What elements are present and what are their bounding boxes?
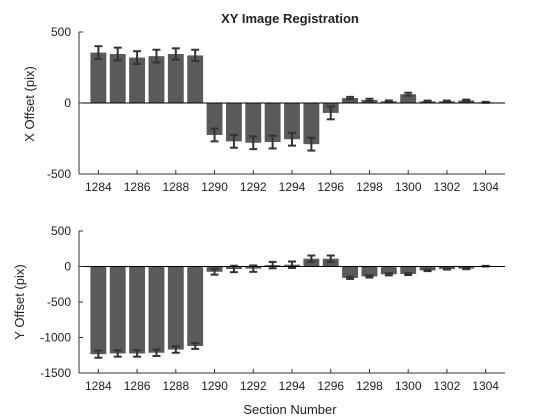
- error-bar-1295: [307, 254, 316, 263]
- x-tick-label: 1284: [85, 379, 112, 393]
- error-bar-1287: [152, 48, 161, 64]
- bar-1300: [400, 266, 417, 274]
- x-tick-label: 1290: [201, 180, 228, 194]
- error-bar-1300: [404, 91, 413, 97]
- x-tick-label: 1296: [317, 379, 344, 393]
- x-tick-label: 1300: [395, 180, 422, 194]
- error-bar-1285: [113, 349, 122, 358]
- bar-1284: [90, 52, 107, 103]
- bar-1301: [419, 266, 436, 271]
- error-bar-1296: [326, 105, 335, 121]
- x-tick-label: 1300: [395, 379, 422, 393]
- x-tick-label: 1302: [434, 379, 461, 393]
- y-tick-label: -500: [47, 295, 71, 309]
- y-offset-y-axis-label: Y Offset (pix): [12, 264, 27, 339]
- bar-1287: [148, 56, 165, 103]
- error-bar-1284: [94, 349, 103, 359]
- bar-1298: [361, 266, 378, 277]
- error-bar-1301: [423, 268, 432, 273]
- y-tick-label: -1000: [40, 331, 71, 345]
- x-tick-label: 1288: [162, 180, 189, 194]
- error-bar-1286: [133, 349, 142, 358]
- x-tick-label: 1286: [124, 379, 151, 393]
- error-bar-1295: [307, 136, 316, 152]
- x-tick-label: 1284: [85, 180, 112, 194]
- bar-1299: [380, 266, 397, 275]
- x-tick-label: 1296: [317, 180, 344, 194]
- error-bar-1293: [268, 134, 277, 150]
- bar-1289: [187, 55, 204, 103]
- x-tick-label: 1292: [240, 379, 267, 393]
- x-tick-label: 1292: [240, 180, 267, 194]
- error-bar-1300: [404, 271, 413, 277]
- x-tick-label: 1294: [279, 180, 306, 194]
- bar-1300: [400, 94, 417, 103]
- error-bar-1296: [326, 254, 335, 263]
- x-offset-panel: X Offset (pix) -500 0 500 1284 1286 1288 1290 1…: [22, 25, 505, 194]
- bar-1287: [148, 266, 165, 353]
- error-bar-1288: [171, 345, 180, 354]
- x-offset-y-axis-label: X Offset (pix): [22, 66, 37, 142]
- bar-1294: [284, 103, 300, 140]
- bar-1289: [187, 266, 204, 347]
- error-bar-1303: [462, 98, 471, 103]
- x-tick-label: 1298: [356, 180, 383, 194]
- chart-title: XY Image Registration: [221, 11, 359, 26]
- bar-1292: [245, 103, 262, 143]
- error-bar-1297: [346, 275, 355, 280]
- error-bar-1297: [346, 95, 355, 101]
- error-bar-1287: [152, 348, 161, 357]
- bar-1297: [342, 98, 359, 103]
- error-bar-1302: [442, 99, 451, 104]
- error-bar-1284: [94, 45, 103, 60]
- x-tick-label: 1286: [124, 180, 151, 194]
- y-tick-label: -1500: [40, 366, 71, 380]
- y-tick-label: 500: [51, 224, 71, 238]
- bar-1285: [109, 54, 126, 103]
- y-tick-label: 0: [64, 260, 71, 274]
- bar-1293: [264, 103, 281, 143]
- bar-1286: [129, 57, 146, 103]
- y-offset-panel: Y Offset (pix) -1500 -1000 -500 0 500 1284 128…: [12, 224, 505, 417]
- bar-1284: [90, 266, 107, 355]
- x-tick-label: 1298: [356, 379, 383, 393]
- x-tick-label: 1304: [472, 180, 499, 194]
- error-bar-1286: [133, 50, 142, 65]
- bar-1291: [225, 103, 242, 142]
- error-bar-1291: [229, 133, 238, 149]
- error-bar-1290: [210, 127, 219, 143]
- x-tick-label: 1288: [162, 379, 189, 393]
- bar-1288: [167, 54, 184, 103]
- bar-1288: [167, 266, 184, 350]
- y-tick-label: -500: [47, 167, 71, 181]
- error-bar-1302: [442, 267, 451, 271]
- error-bar-1290: [210, 267, 219, 276]
- x-tick-label: 1304: [472, 379, 499, 393]
- error-bar-1285: [113, 46, 122, 62]
- error-bar-1288: [171, 47, 180, 61]
- bar-1297: [342, 266, 359, 278]
- error-bar-1303: [462, 267, 471, 271]
- error-bar-1301: [423, 99, 432, 104]
- error-bar-1292: [249, 135, 258, 151]
- bar-1285: [109, 266, 126, 354]
- y-tick-label: 0: [64, 96, 71, 110]
- x-tick-label: 1294: [279, 379, 306, 393]
- error-bar-1294: [288, 131, 296, 147]
- y-tick-label: 500: [51, 25, 71, 39]
- bar-1295: [303, 103, 320, 145]
- error-bar-1289: [191, 48, 200, 63]
- error-bar-1289: [191, 342, 200, 350]
- error-bar-1299: [384, 272, 393, 277]
- x-tick-label: 1302: [434, 180, 461, 194]
- x-axis-label: Section Number: [243, 402, 337, 417]
- error-bar-1298: [365, 274, 374, 279]
- error-bar-1299: [384, 99, 393, 104]
- bar-1286: [129, 266, 146, 354]
- error-bar-1298: [365, 97, 374, 103]
- x-tick-label: 1290: [201, 379, 228, 393]
- error-bar-1293: [268, 260, 277, 270]
- bar-1290: [206, 103, 223, 135]
